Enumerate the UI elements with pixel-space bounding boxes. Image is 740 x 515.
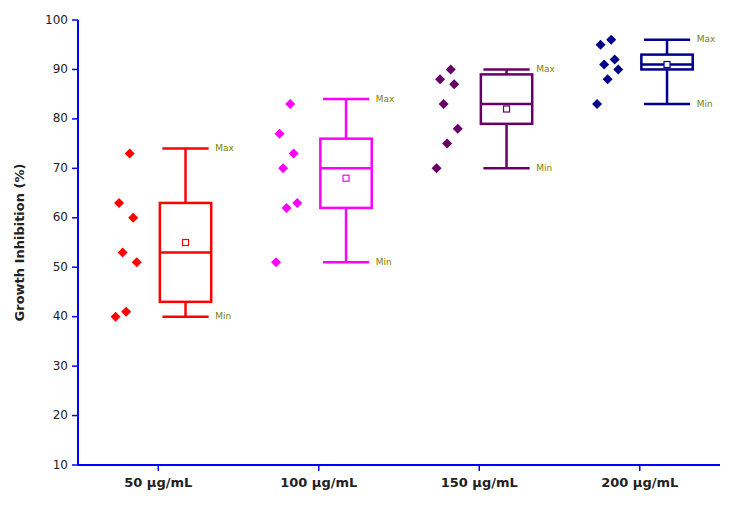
y-tick-label: 80 — [53, 111, 68, 125]
chart-svg: 10 20 30 40 50 60 70 80 90 100 50 μg/mL 100 μg/mL 15… — [0, 0, 740, 515]
upper-whisker — [184, 149, 187, 203]
box-group — [641, 40, 692, 104]
upper-cap — [162, 147, 208, 150]
scatter-point — [282, 203, 292, 213]
box — [641, 55, 692, 70]
annotations: Max Min Max Min Max Min Max Min — [215, 34, 716, 321]
y-tick-label: 50 — [53, 260, 68, 274]
box — [160, 203, 211, 302]
scatter-point — [599, 60, 609, 70]
scatter-point — [114, 198, 124, 208]
upper-cap — [323, 98, 369, 101]
scatter-point — [453, 124, 463, 134]
scatter-point — [271, 257, 281, 267]
y-tick-label: 10 — [53, 458, 68, 472]
lower-whisker — [345, 208, 348, 262]
scatter-point — [439, 99, 449, 109]
scatter-point — [111, 312, 121, 322]
median-line — [160, 251, 211, 254]
box-group — [320, 99, 371, 262]
scatter-point — [432, 163, 442, 173]
x-tick-label: 50 μg/mL — [124, 475, 192, 490]
scatter-point — [285, 99, 295, 109]
scatter-point — [278, 163, 288, 173]
points-group — [271, 99, 302, 267]
scatter-point — [118, 247, 128, 257]
scatter-point — [446, 64, 456, 74]
x-tick-label: 150 μg/mL — [441, 475, 518, 490]
scatter-point — [449, 79, 459, 89]
lower-cap — [162, 315, 208, 318]
points-group — [592, 35, 623, 109]
max-label: Max — [697, 34, 716, 44]
y-tick-label: 70 — [53, 161, 68, 175]
max-label: Max — [376, 94, 395, 104]
scatter-point — [121, 307, 131, 317]
box — [481, 74, 532, 123]
median-line — [481, 103, 532, 106]
scatter-point — [132, 257, 142, 267]
min-label: Min — [536, 163, 552, 173]
y-axis-line — [77, 20, 79, 465]
marks — [111, 35, 693, 322]
scatter-point — [289, 149, 299, 159]
mean-marker — [343, 175, 349, 181]
scatter-point — [128, 213, 138, 223]
min-label: Min — [697, 99, 713, 109]
y-tick-label: 90 — [53, 62, 68, 76]
scatter-point — [613, 64, 623, 74]
mean-marker — [183, 240, 189, 246]
upper-whisker — [345, 99, 348, 139]
lower-whisker — [666, 69, 669, 104]
scatter-point — [592, 99, 602, 109]
scatter-point — [610, 55, 620, 65]
axes: 10 20 30 40 50 60 70 80 90 100 50 μg/mL 100 μg/mL 15… — [45, 13, 720, 491]
points-group — [111, 149, 142, 322]
min-label: Min — [215, 311, 231, 321]
min-label: Min — [376, 257, 392, 267]
x-tick-label: 200 μg/mL — [601, 475, 678, 490]
y-tick-label: 100 — [45, 13, 68, 27]
max-label: Max — [215, 143, 234, 153]
scatter-point — [603, 74, 613, 84]
y-tick-label: 60 — [53, 210, 68, 224]
box — [320, 139, 371, 208]
upper-whisker — [666, 40, 669, 55]
scatter-point — [442, 139, 452, 149]
median-line — [320, 167, 371, 170]
scatter-point — [596, 40, 606, 50]
lower-cap — [644, 103, 690, 106]
scatter-point — [435, 74, 445, 84]
upper-cap — [483, 68, 529, 71]
upper-cap — [644, 39, 690, 42]
scatter-point — [125, 149, 135, 159]
scatter-point — [275, 129, 285, 139]
lower-whisker — [505, 124, 508, 168]
box-group — [481, 69, 532, 168]
lower-whisker — [184, 302, 187, 317]
y-axis-title: Growth Inhibition (%) — [12, 164, 27, 322]
mean-marker — [664, 62, 670, 68]
y-tick-label: 20 — [53, 408, 68, 422]
x-tick-label: 100 μg/mL — [280, 475, 357, 490]
lower-cap — [483, 167, 529, 170]
lower-cap — [323, 261, 369, 264]
box-group — [160, 149, 211, 317]
mean-marker — [504, 106, 510, 112]
max-label: Max — [536, 64, 555, 74]
y-tick-label: 40 — [53, 309, 68, 323]
y-tick-label: 30 — [53, 359, 68, 373]
points-group — [432, 64, 463, 173]
x-axis-line — [78, 464, 720, 466]
scatter-point — [606, 35, 616, 45]
scatter-point — [292, 198, 302, 208]
chart-container: 10 20 30 40 50 60 70 80 90 100 50 μg/mL 100 μg/mL 15… — [0, 0, 740, 515]
